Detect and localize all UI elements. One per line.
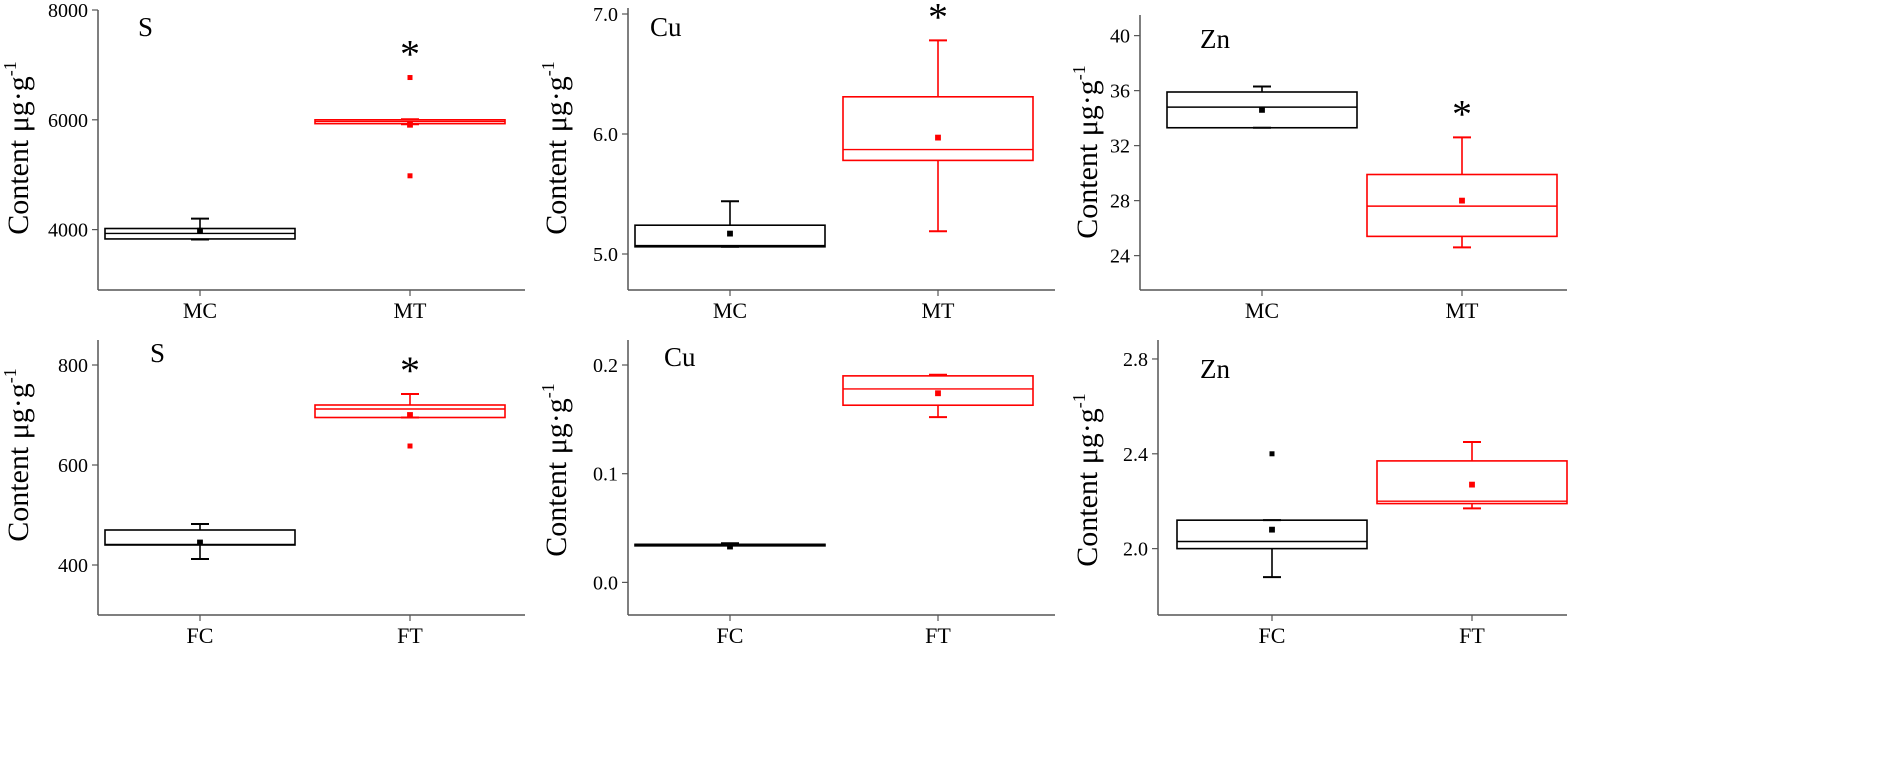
x-tick-label: FT: [397, 623, 423, 648]
panel-title: S: [150, 338, 165, 368]
significance-star: *: [400, 32, 420, 77]
mean-marker: [407, 412, 413, 418]
y-tick-label: 36: [1110, 81, 1130, 103]
panel-title: S: [138, 12, 153, 42]
y-tick-label: 0.0: [593, 572, 618, 594]
outlier-point: [1269, 451, 1275, 457]
y-tick-label: 4000: [48, 220, 88, 242]
x-tick-label: MC: [183, 298, 217, 323]
y-tick-label: 40: [1110, 26, 1130, 48]
y-tick-label: 0.1: [593, 464, 618, 486]
box-iqr: [1166, 91, 1358, 129]
x-tick-label: MT: [922, 298, 956, 323]
y-tick-label: 0.2: [593, 355, 618, 377]
significance-star: *: [1452, 91, 1472, 136]
box-MC: [634, 200, 826, 248]
chart-panel-3: 24 28 32 36 40 MC MT Zn Content μg·g-1 *: [1069, 15, 1567, 323]
box-iqr: [842, 375, 1034, 407]
box-FT: *: [314, 348, 506, 449]
outlier-point: [407, 443, 413, 449]
outlier-point: [407, 173, 413, 179]
box-FT: [1376, 440, 1568, 510]
y-tick-label: 400: [58, 555, 88, 577]
mean-marker: [727, 230, 733, 237]
y-axis-label: Content μg·g-1: [1069, 65, 1104, 239]
y-tick-label: 800: [58, 355, 88, 377]
y-axis-label: Content μg·g-1: [1069, 393, 1104, 567]
x-tick-label: FT: [925, 623, 951, 648]
mean-marker: [1459, 197, 1465, 204]
chart-panel-1: 4000 6000 8000 MC MT S Content μg·g-1 *: [0, 0, 525, 323]
box-iqr: [634, 224, 826, 248]
x-tick-label: MT: [1446, 298, 1480, 323]
x-tick-label: FC: [717, 623, 744, 648]
mean-marker: [407, 121, 413, 128]
box-MC: [1166, 85, 1358, 129]
box-FC: [634, 542, 826, 550]
y-tick-label: 24: [1110, 246, 1130, 268]
panel-title: Cu: [650, 12, 682, 42]
chart-panel-2: 5.0 6.0 7.0 MC MT Cu Content μg·g-1 *: [538, 0, 1055, 323]
y-axis-label: Content μg·g-1: [0, 368, 35, 542]
box-iqr: [1376, 460, 1568, 505]
y-axis-label: Content μg·g-1: [0, 61, 35, 235]
y-tick-label: 8000: [48, 0, 88, 22]
y-tick-label: 7.0: [593, 4, 618, 26]
x-tick-label: FT: [1459, 623, 1485, 648]
box-MC: [104, 217, 296, 241]
box-FT: [842, 373, 1034, 419]
significance-star: *: [928, 0, 948, 39]
y-tick-label: 5.0: [593, 244, 618, 266]
mean-marker: [1259, 106, 1265, 113]
mean-marker: [935, 390, 941, 397]
box-MT: *: [1366, 91, 1558, 249]
y-tick-label: 2.4: [1123, 444, 1148, 466]
x-tick-label: FC: [1259, 623, 1286, 648]
panel-title: Cu: [664, 342, 696, 372]
box-FC: [1176, 451, 1368, 579]
box-MT: *: [314, 32, 506, 179]
mean-marker: [197, 227, 203, 234]
significance-star: *: [400, 348, 420, 393]
box-iqr: [842, 96, 1034, 162]
outlier-point: [407, 75, 413, 81]
y-tick-label: 28: [1110, 191, 1130, 213]
box-iqr: [1176, 519, 1368, 550]
y-tick-label: 600: [58, 455, 88, 477]
y-axis-label: Content μg·g-1: [538, 61, 573, 235]
mean-marker: [1469, 481, 1475, 488]
mean-marker: [197, 539, 203, 546]
x-tick-label: FC: [187, 623, 214, 648]
chart-panel-5: 0.0 0.1 0.2 FC FT Cu Content μg·g-1: [538, 340, 1055, 648]
box-MT: *: [842, 0, 1034, 233]
box-FC: [104, 523, 296, 560]
panel-title: Zn: [1200, 24, 1230, 54]
y-tick-label: 2.0: [1123, 539, 1148, 561]
chart-panel-4: 400 600 800 FC FT S Content μg·g-1 *: [0, 338, 525, 648]
y-axis-label: Content μg·g-1: [538, 383, 573, 557]
panel-title: Zn: [1200, 354, 1230, 384]
y-tick-label: 6000: [48, 110, 88, 132]
chart-panel-6: 2.0 2.4 2.8 FC FT Zn Content μg·g-1: [1069, 340, 1568, 648]
y-tick-label: 32: [1110, 136, 1130, 158]
x-tick-label: MC: [713, 298, 747, 323]
y-tick-label: 2.8: [1123, 349, 1148, 371]
x-tick-label: MT: [394, 298, 428, 323]
mean-marker: [727, 543, 733, 550]
mean-marker: [1269, 526, 1275, 533]
x-tick-label: MC: [1245, 298, 1279, 323]
y-tick-label: 6.0: [593, 124, 618, 146]
mean-marker: [935, 134, 941, 141]
